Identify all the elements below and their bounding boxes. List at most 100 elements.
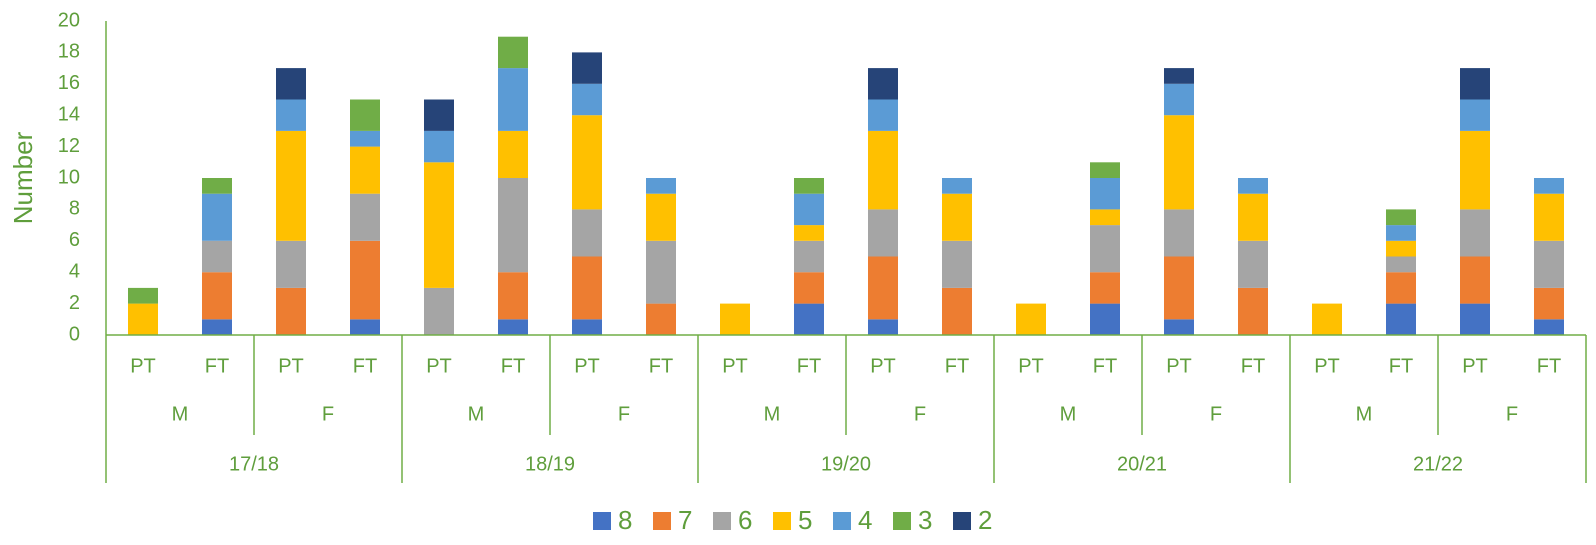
- bar-segment: [1460, 130, 1490, 210]
- bar-segment: [572, 256, 602, 320]
- group-label: F: [1210, 403, 1222, 425]
- x-tick-label: FT: [353, 355, 377, 377]
- bar-segment: [646, 193, 676, 241]
- bar-segment: [1090, 303, 1120, 335]
- group-label: M: [1356, 403, 1373, 425]
- x-tick-label: PT: [870, 355, 896, 377]
- legend-label: 7: [678, 505, 692, 535]
- bar-segment: [868, 319, 898, 335]
- bar-segment: [424, 99, 454, 131]
- x-tick-label: PT: [278, 355, 304, 377]
- bar-segment: [572, 319, 602, 335]
- x-tick-label: PT: [1166, 355, 1192, 377]
- group-label: 18/19: [525, 453, 575, 475]
- bar-segment: [1090, 178, 1120, 210]
- legend-label: 6: [738, 505, 752, 535]
- bar-segment: [498, 319, 528, 335]
- bar-segment: [202, 240, 232, 273]
- bar-segment: [1534, 287, 1564, 320]
- bar-segment: [572, 115, 602, 210]
- bar-segment: [424, 162, 454, 288]
- x-tick-label: FT: [1241, 355, 1265, 377]
- bar-segment: [1164, 68, 1194, 84]
- group-label: M: [468, 403, 485, 425]
- bar-segment: [1164, 115, 1194, 210]
- bar-segment: [424, 130, 454, 163]
- bar-segment: [1164, 83, 1194, 116]
- y-tick-label: 2: [69, 292, 80, 314]
- legend-swatch: [713, 512, 731, 530]
- bar-segment: [868, 209, 898, 257]
- x-tick-label: FT: [1389, 355, 1413, 377]
- x-tick-label: PT: [1314, 355, 1340, 377]
- x-tick-label: PT: [426, 355, 452, 377]
- legend-swatch: [893, 512, 911, 530]
- y-tick-label: 12: [58, 135, 80, 157]
- y-tick-label: 18: [58, 41, 80, 63]
- bar-segment: [646, 240, 676, 304]
- group-label: M: [764, 403, 781, 425]
- group-label: 21/22: [1413, 453, 1463, 475]
- bar-segment: [1238, 178, 1268, 194]
- bar-segment: [646, 178, 676, 194]
- bar-segment: [276, 68, 306, 100]
- legend-label: 5: [798, 505, 812, 535]
- bar-segment: [1386, 256, 1416, 273]
- bar-segment: [1090, 162, 1120, 178]
- bar-segment: [202, 193, 232, 241]
- bar-segment: [498, 178, 528, 273]
- bar-segment: [1238, 240, 1268, 288]
- group-label: F: [618, 403, 630, 425]
- x-tick-label: FT: [945, 355, 969, 377]
- bar-segment: [942, 287, 972, 335]
- y-tick-label: 4: [69, 260, 80, 282]
- group-label: 20/21: [1117, 453, 1167, 475]
- bar-segment: [1460, 209, 1490, 257]
- bar-segment: [1090, 209, 1120, 226]
- legend-swatch: [773, 512, 791, 530]
- group-label: M: [172, 403, 189, 425]
- bar-segment: [1016, 303, 1046, 335]
- bar-segment: [498, 272, 528, 320]
- bar-segment: [350, 130, 380, 147]
- bar-segment: [868, 99, 898, 131]
- x-tick-label: FT: [501, 355, 525, 377]
- y-tick-label: 8: [69, 198, 80, 220]
- bar-segment: [1460, 303, 1490, 335]
- bar-segment: [572, 209, 602, 257]
- bar-segment: [350, 319, 380, 335]
- bar-segment: [572, 83, 602, 116]
- bar-segment: [1386, 303, 1416, 335]
- y-tick-label: 6: [69, 229, 80, 251]
- bar-segment: [276, 99, 306, 131]
- bar-segment: [350, 240, 380, 320]
- bar-segment: [128, 303, 158, 335]
- x-tick-label: FT: [1537, 355, 1561, 377]
- legend-swatch: [833, 512, 851, 530]
- bar-segment: [350, 146, 380, 194]
- group-label: 17/18: [229, 453, 279, 475]
- group-label: F: [1506, 403, 1518, 425]
- bar-segment: [276, 130, 306, 241]
- bar-segment: [1534, 178, 1564, 194]
- bar-segment: [276, 240, 306, 288]
- y-tick-label: 14: [58, 103, 80, 125]
- bar-segment: [794, 193, 824, 226]
- bar-segment: [942, 193, 972, 241]
- bar-segment: [1312, 303, 1342, 335]
- bar-segment: [794, 178, 824, 194]
- bar-segment: [794, 303, 824, 335]
- legend-label: 3: [918, 505, 932, 535]
- x-tick-label: FT: [1093, 355, 1117, 377]
- bar-segment: [1164, 319, 1194, 335]
- bar-segment: [1164, 256, 1194, 320]
- group-label: 19/20: [821, 453, 871, 475]
- bar-segment: [350, 193, 380, 241]
- bar-segment: [202, 178, 232, 194]
- bar-segment: [498, 68, 528, 131]
- bar-segment: [1090, 272, 1120, 304]
- y-axis-label: Number: [8, 131, 38, 224]
- x-tick-label: PT: [130, 355, 156, 377]
- group-label: F: [322, 403, 334, 425]
